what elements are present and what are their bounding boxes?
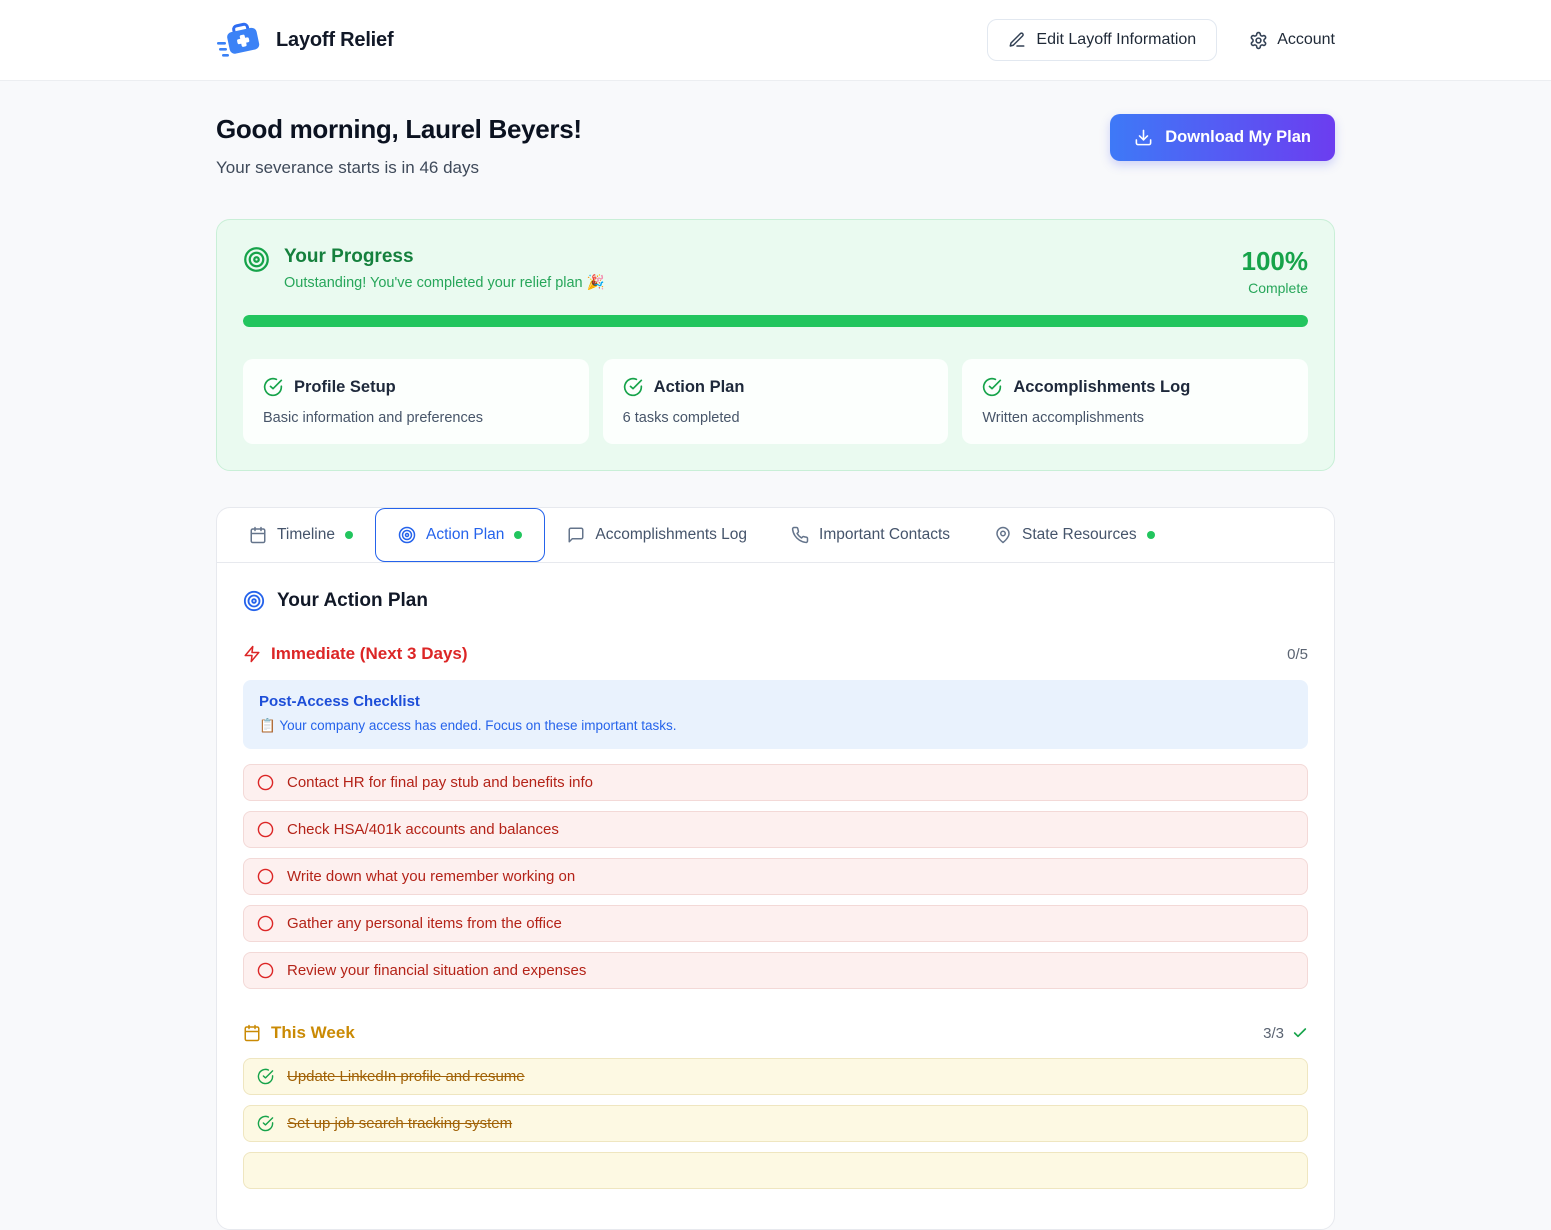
task-row-partial[interactable] [243,1152,1308,1189]
gear-icon [1249,31,1268,50]
notice-description: 📋 Your company access has ended. Focus o… [259,718,677,733]
task-row[interactable]: Review your financial situation and expe… [243,952,1308,989]
edit-layoff-info-label: Edit Layoff Information [1036,31,1197,48]
mini-card-title: Accomplishments Log [1013,377,1191,396]
immediate-section-title: Immediate (Next 3 Days) [271,644,468,663]
calendar-icon [249,526,267,544]
empty-circle-icon[interactable] [257,962,274,979]
briefcase-logo-icon [216,20,262,60]
tab-bar: Timeline Action Plan Accomplishm [217,508,1334,563]
tab-action-plan[interactable]: Action Plan [375,508,546,562]
post-access-notice: Post-Access Checklist 📋 Your company acc… [243,680,1308,749]
progress-percent-caption: Complete [1248,280,1308,296]
task-row[interactable]: Update LinkedIn profile and resume [243,1058,1308,1095]
progress-bar [243,315,1308,327]
target-icon [243,246,270,291]
chat-icon [567,526,585,544]
tab-accomplishments-log[interactable]: Accomplishments Log [545,508,769,562]
target-icon [243,590,265,612]
map-pin-icon [994,526,1012,544]
task-row[interactable]: Contact HR for final pay stub and benefi… [243,764,1308,801]
app-header: Layoff Relief Edit Layoff Information Ac… [0,0,1551,81]
tab-state-resources[interactable]: State Resources [972,508,1177,562]
mini-card-title: Action Plan [653,377,745,396]
progress-bar-fill [243,315,1308,327]
task-label: Write down what you remember working on [287,868,576,885]
progress-card-action-plan: Action Plan 6 tasks completed [602,359,949,444]
empty-circle-icon[interactable] [257,915,274,932]
task-label: Contact HR for final pay stub and benefi… [287,774,594,791]
edit-layoff-info-button[interactable]: Edit Layoff Information [987,19,1218,61]
task-label: Update LinkedIn profile and resume [287,1068,525,1085]
target-icon [398,526,416,544]
immediate-count: 0/5 [1287,645,1308,663]
notice-title: Post-Access Checklist [259,693,420,710]
check-circle-icon [623,377,643,397]
green-dot [514,531,523,539]
task-row[interactable]: Write down what you remember working on [243,858,1308,895]
severance-subtitle: Your severance starts is in 46 days [216,158,480,177]
tab-label: Accomplishments Log [595,526,748,543]
green-dot [345,531,353,539]
mini-card-title: Profile Setup [294,377,396,396]
progress-title: Your Progress [284,246,414,267]
main-panel: Timeline Action Plan Accomplishm [216,507,1335,1230]
account-menu[interactable]: Account [1249,31,1335,50]
progress-card-accomplishments-log: Accomplishments Log Written accomplishme… [962,359,1308,444]
tab-label: Timeline [277,526,335,543]
check-circle-icon[interactable] [257,1068,274,1085]
phone-icon [791,526,809,544]
hero-section: Good morning, Laurel Beyers! Your severa… [216,114,1335,178]
empty-circle-icon[interactable] [257,868,274,885]
mini-card-subtitle: 6 tasks completed [622,410,740,426]
app-title: Layoff Relief [276,28,394,51]
zap-icon [243,645,261,663]
progress-card: Your Progress Outstanding! You've comple… [216,219,1335,471]
progress-percent: 100% [1241,246,1309,276]
progress-subtitle: Outstanding! You've completed your relie… [284,275,605,291]
this-week-count: 3/3 [1263,1024,1284,1042]
task-row[interactable]: Check HSA/401k accounts and balances [243,811,1308,848]
brand: Layoff Relief [216,20,394,60]
task-label: Review your financial situation and expe… [287,962,587,979]
tab-label: Action Plan [426,526,505,543]
check-icon [1292,1025,1308,1041]
download-plan-button[interactable]: Download My Plan [1110,114,1335,161]
tab-important-contacts[interactable]: Important Contacts [769,508,972,562]
empty-circle-icon[interactable] [257,821,274,838]
action-plan-content: Your Action Plan Immediate (Next 3 Days)… [217,563,1334,1229]
action-plan-title: Your Action Plan [277,590,428,611]
green-dot [1146,531,1155,539]
greeting-title: Good morning, Laurel Beyers! [216,114,582,144]
pencil-icon [1008,31,1026,49]
tab-label: Important Contacts [819,526,950,543]
this-week-section-title: This Week [271,1023,355,1042]
check-circle-icon [982,377,1002,397]
tab-label: State Resources [1022,526,1137,543]
account-label: Account [1277,31,1335,48]
calendar-icon [243,1024,261,1042]
progress-card-profile-setup: Profile Setup Basic information and pref… [243,359,589,444]
tab-timeline[interactable]: Timeline [227,508,375,562]
task-row[interactable]: Gather any personal items from the offic… [243,905,1308,942]
mini-card-subtitle: Basic information and preferences [263,410,484,426]
task-label: Check HSA/401k accounts and balances [287,821,559,838]
empty-circle-icon[interactable] [257,774,274,791]
check-circle-icon [263,377,283,397]
task-label: Gather any personal items from the offic… [287,915,562,932]
download-plan-label: Download My Plan [1165,128,1311,146]
mini-card-subtitle: Written accomplishments [982,410,1145,426]
download-icon [1134,128,1153,147]
